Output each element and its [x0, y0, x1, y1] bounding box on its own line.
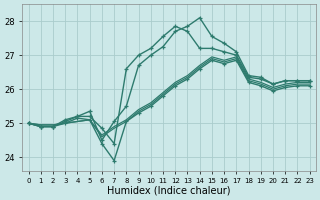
X-axis label: Humidex (Indice chaleur): Humidex (Indice chaleur): [108, 186, 231, 196]
